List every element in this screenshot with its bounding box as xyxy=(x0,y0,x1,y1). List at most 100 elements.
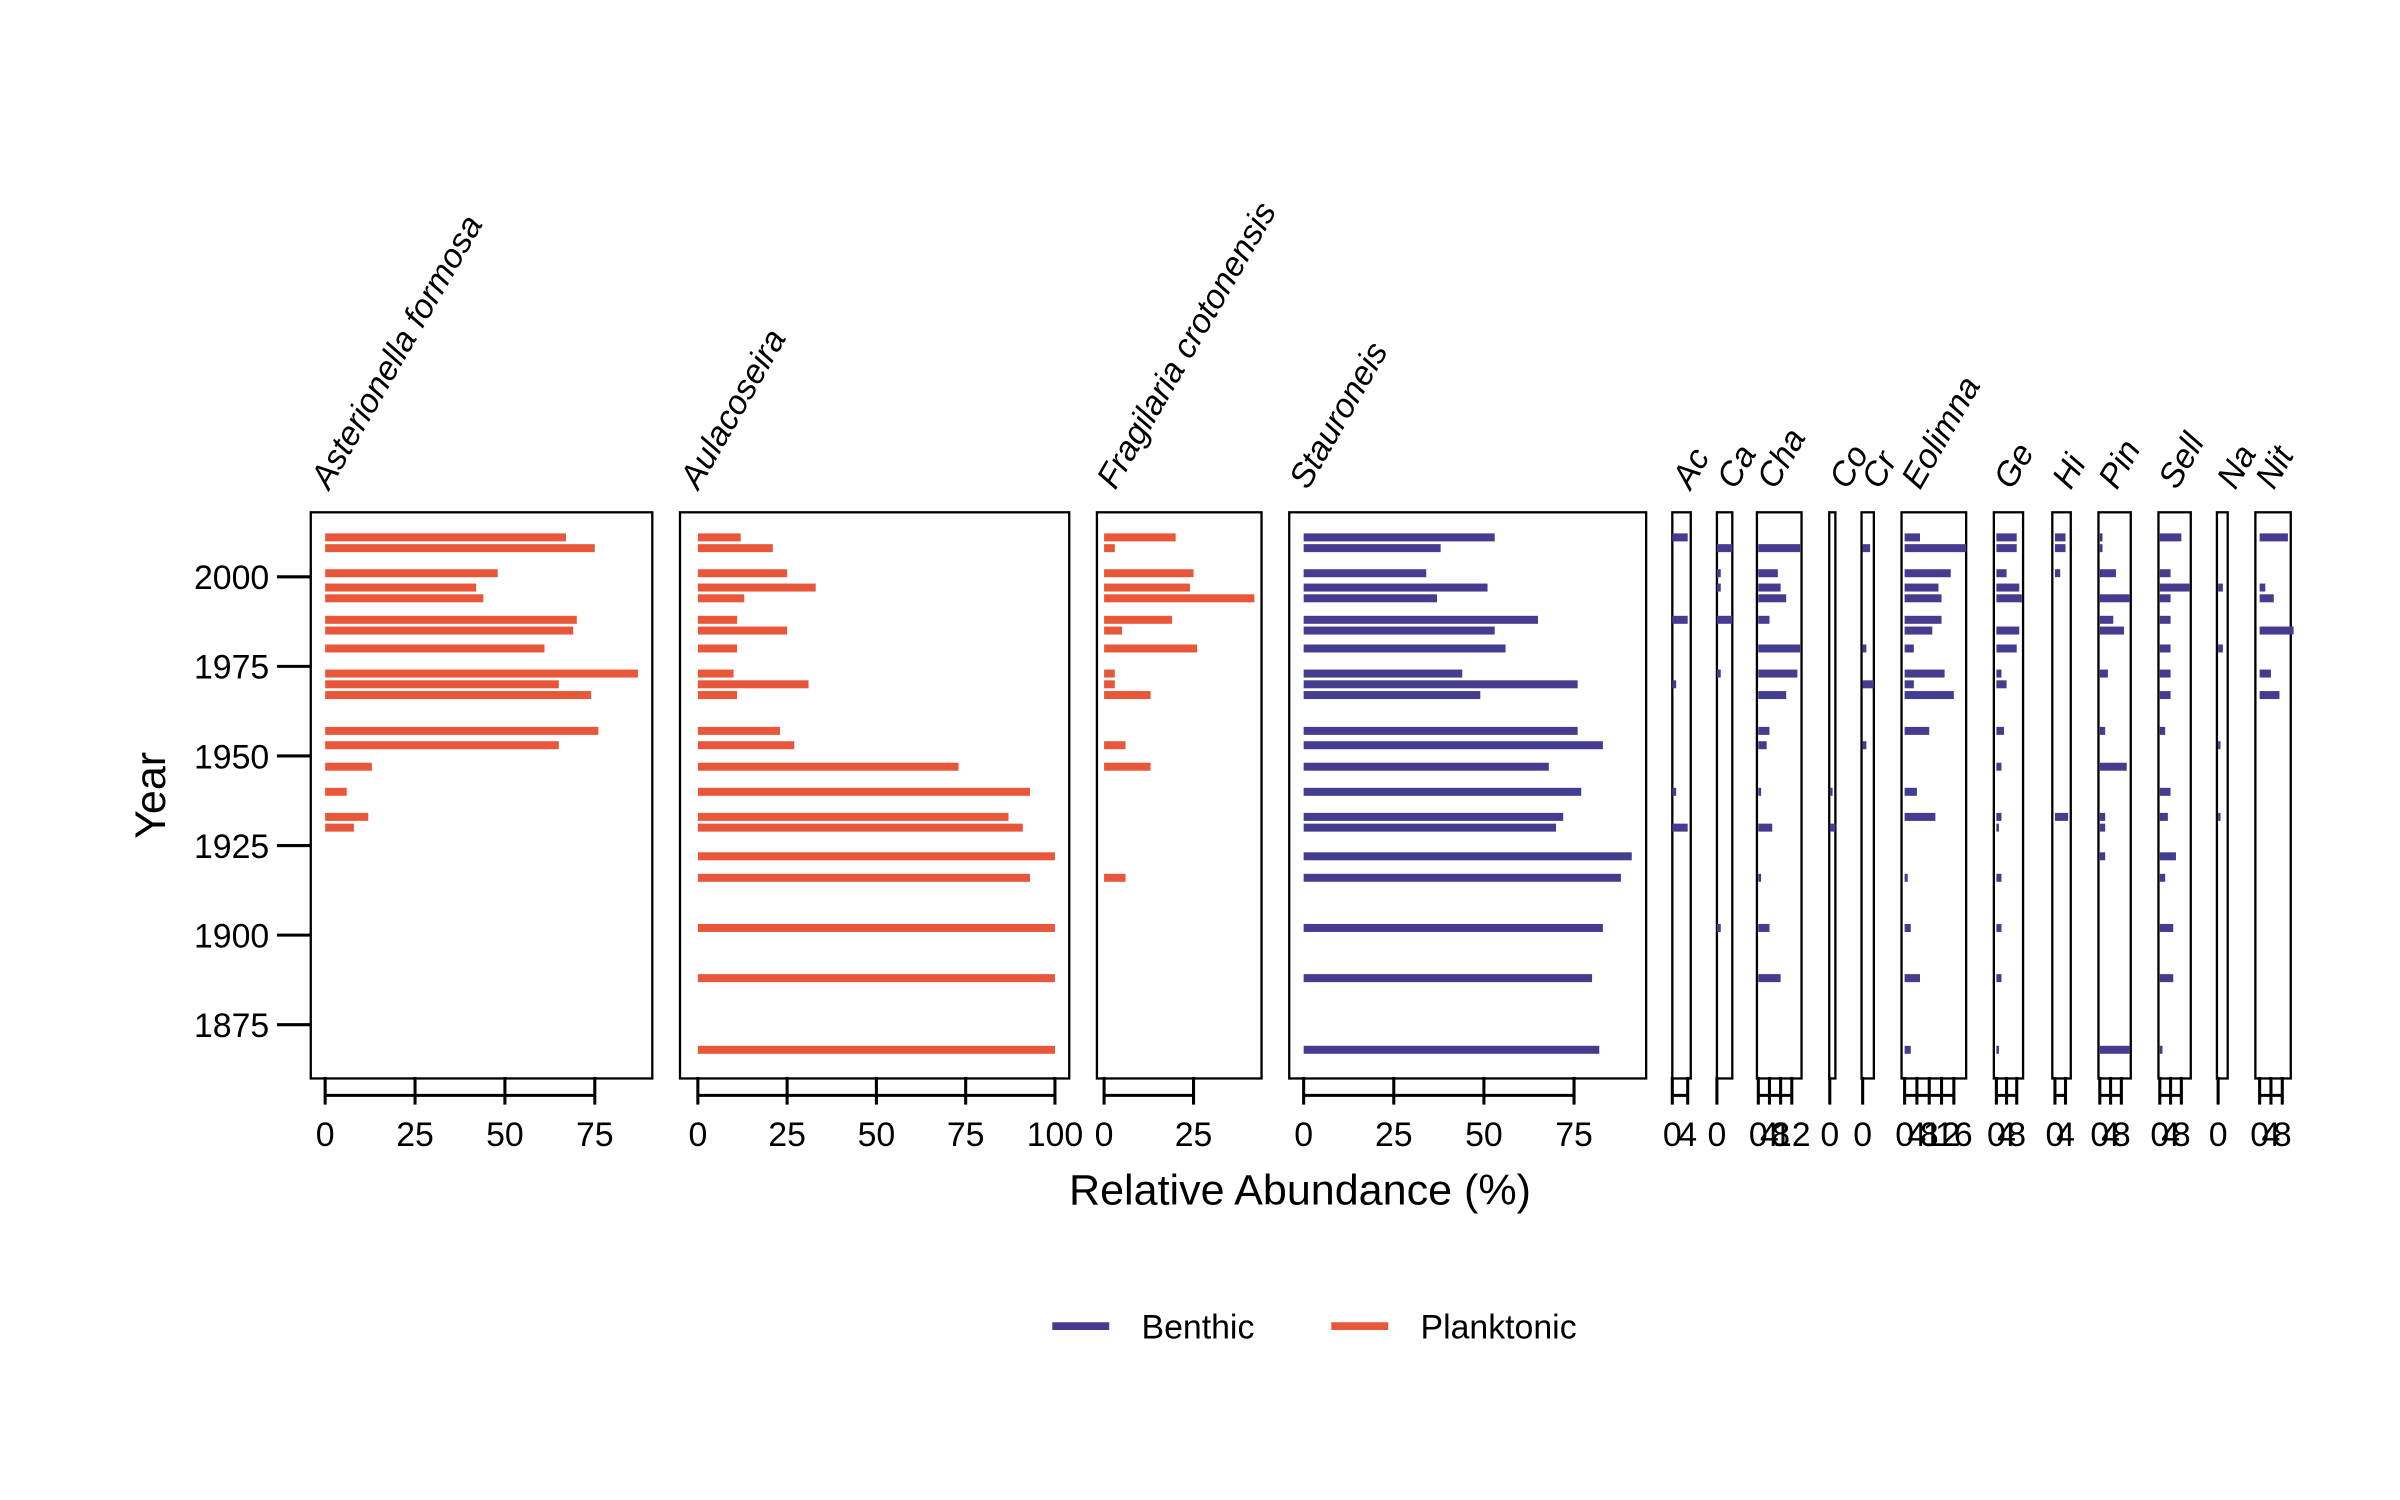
x-tick-label: 25 xyxy=(1375,1116,1413,1154)
bar xyxy=(1829,823,1836,832)
bar xyxy=(2159,787,2171,796)
bar xyxy=(2159,594,2171,603)
bar xyxy=(1904,594,1942,603)
bar xyxy=(1104,544,1115,553)
bar xyxy=(325,615,577,624)
x-tick-label: 0 xyxy=(2150,1116,2169,1154)
bar xyxy=(1758,726,1770,735)
bar xyxy=(2054,533,2066,542)
taxon-label: Stauroneis xyxy=(1282,336,1396,495)
bar xyxy=(1862,741,1867,750)
panel-frame xyxy=(2097,511,2132,1080)
taxon-label: Aulacoseira xyxy=(671,323,793,497)
bar xyxy=(1303,644,1506,653)
bar xyxy=(325,594,484,603)
bar xyxy=(1303,974,1593,983)
bar xyxy=(1904,974,1920,983)
bar xyxy=(1303,669,1463,678)
bar xyxy=(2218,644,2223,653)
bar xyxy=(1996,533,2017,542)
bar xyxy=(2259,533,2288,542)
bar xyxy=(2159,615,2171,624)
x-tick-label: 50 xyxy=(858,1116,896,1154)
bar xyxy=(1303,680,1578,689)
x-tick-label: 4 xyxy=(1997,1116,2016,1154)
bar xyxy=(697,923,1055,932)
taxon-label: Ge xyxy=(1986,437,2041,495)
bar xyxy=(1104,583,1190,592)
bar xyxy=(1672,533,1688,542)
panel-frame xyxy=(1860,511,1876,1080)
taxon-label: Nit xyxy=(2248,439,2302,495)
bar xyxy=(1996,594,2022,603)
bar xyxy=(1303,852,1632,861)
bar xyxy=(2099,569,2116,578)
bar xyxy=(1904,615,1942,624)
bar xyxy=(1758,691,1787,700)
x-tick-label: 4 xyxy=(1678,1116,1697,1154)
bar xyxy=(1758,741,1767,750)
x-tick-label: 4 xyxy=(2056,1116,2075,1154)
panel-frame xyxy=(1992,511,2025,1080)
bar xyxy=(2159,873,2166,882)
x-tick-label: 25 xyxy=(768,1116,806,1154)
bar xyxy=(1303,615,1538,624)
bar xyxy=(2159,852,2176,861)
bar xyxy=(1303,691,1481,700)
bar xyxy=(1996,669,2002,678)
panel-frame xyxy=(1715,511,1734,1080)
bar xyxy=(1758,873,1762,882)
taxon-label: Asterionella formosa xyxy=(302,209,490,497)
x-tick-label: 100 xyxy=(1027,1116,1083,1154)
legend-label: Benthic xyxy=(1142,1308,1255,1346)
bar xyxy=(2159,974,2174,983)
bar xyxy=(1303,626,1495,635)
bar xyxy=(697,615,738,624)
bar xyxy=(1104,680,1115,689)
panel-frame xyxy=(2215,511,2229,1080)
bar xyxy=(1716,569,1721,578)
bar xyxy=(1996,644,2017,653)
x-tick-label: 25 xyxy=(396,1116,434,1154)
panel-frame xyxy=(2051,511,2072,1080)
bar xyxy=(1104,615,1173,624)
panel-frame xyxy=(1095,511,1263,1080)
bar xyxy=(2218,812,2221,821)
bar xyxy=(1996,544,2017,553)
bar xyxy=(1904,691,1954,700)
bar xyxy=(2159,569,2171,578)
bar xyxy=(1758,923,1770,932)
bar xyxy=(2099,533,2103,542)
bar xyxy=(1716,923,1721,932)
bar xyxy=(697,583,816,592)
x-tick-label: 0 xyxy=(316,1116,335,1154)
x-tick-label: 0 xyxy=(1749,1116,1768,1154)
x-tick-label: 75 xyxy=(576,1116,614,1154)
bar xyxy=(697,533,741,542)
y-tick-label: 1950 xyxy=(194,738,269,776)
x-tick-label: 8 xyxy=(2273,1116,2292,1154)
x-tick-label: 0 xyxy=(1708,1116,1727,1154)
bar xyxy=(2099,626,2125,635)
bar xyxy=(2159,583,2190,592)
bar xyxy=(2259,594,2274,603)
bar xyxy=(1996,823,1999,832)
bar xyxy=(2159,923,2174,932)
bar xyxy=(2054,569,2061,578)
bar xyxy=(1303,823,1557,832)
bar xyxy=(697,741,795,750)
bar xyxy=(1996,569,2007,578)
taxon-label: Pin xyxy=(2091,433,2148,494)
bar xyxy=(1303,873,1621,882)
bar xyxy=(697,823,1023,832)
bar xyxy=(2259,669,2271,678)
x-tick-label: 4 xyxy=(2161,1116,2180,1154)
bar xyxy=(325,812,369,821)
bar xyxy=(697,680,809,689)
x-tick-label: 16 xyxy=(1935,1116,1973,1154)
x-tick-label: 50 xyxy=(486,1116,524,1154)
bar xyxy=(697,691,738,700)
bar xyxy=(1303,741,1603,750)
bar xyxy=(2218,583,2223,592)
bar xyxy=(1758,787,1762,796)
